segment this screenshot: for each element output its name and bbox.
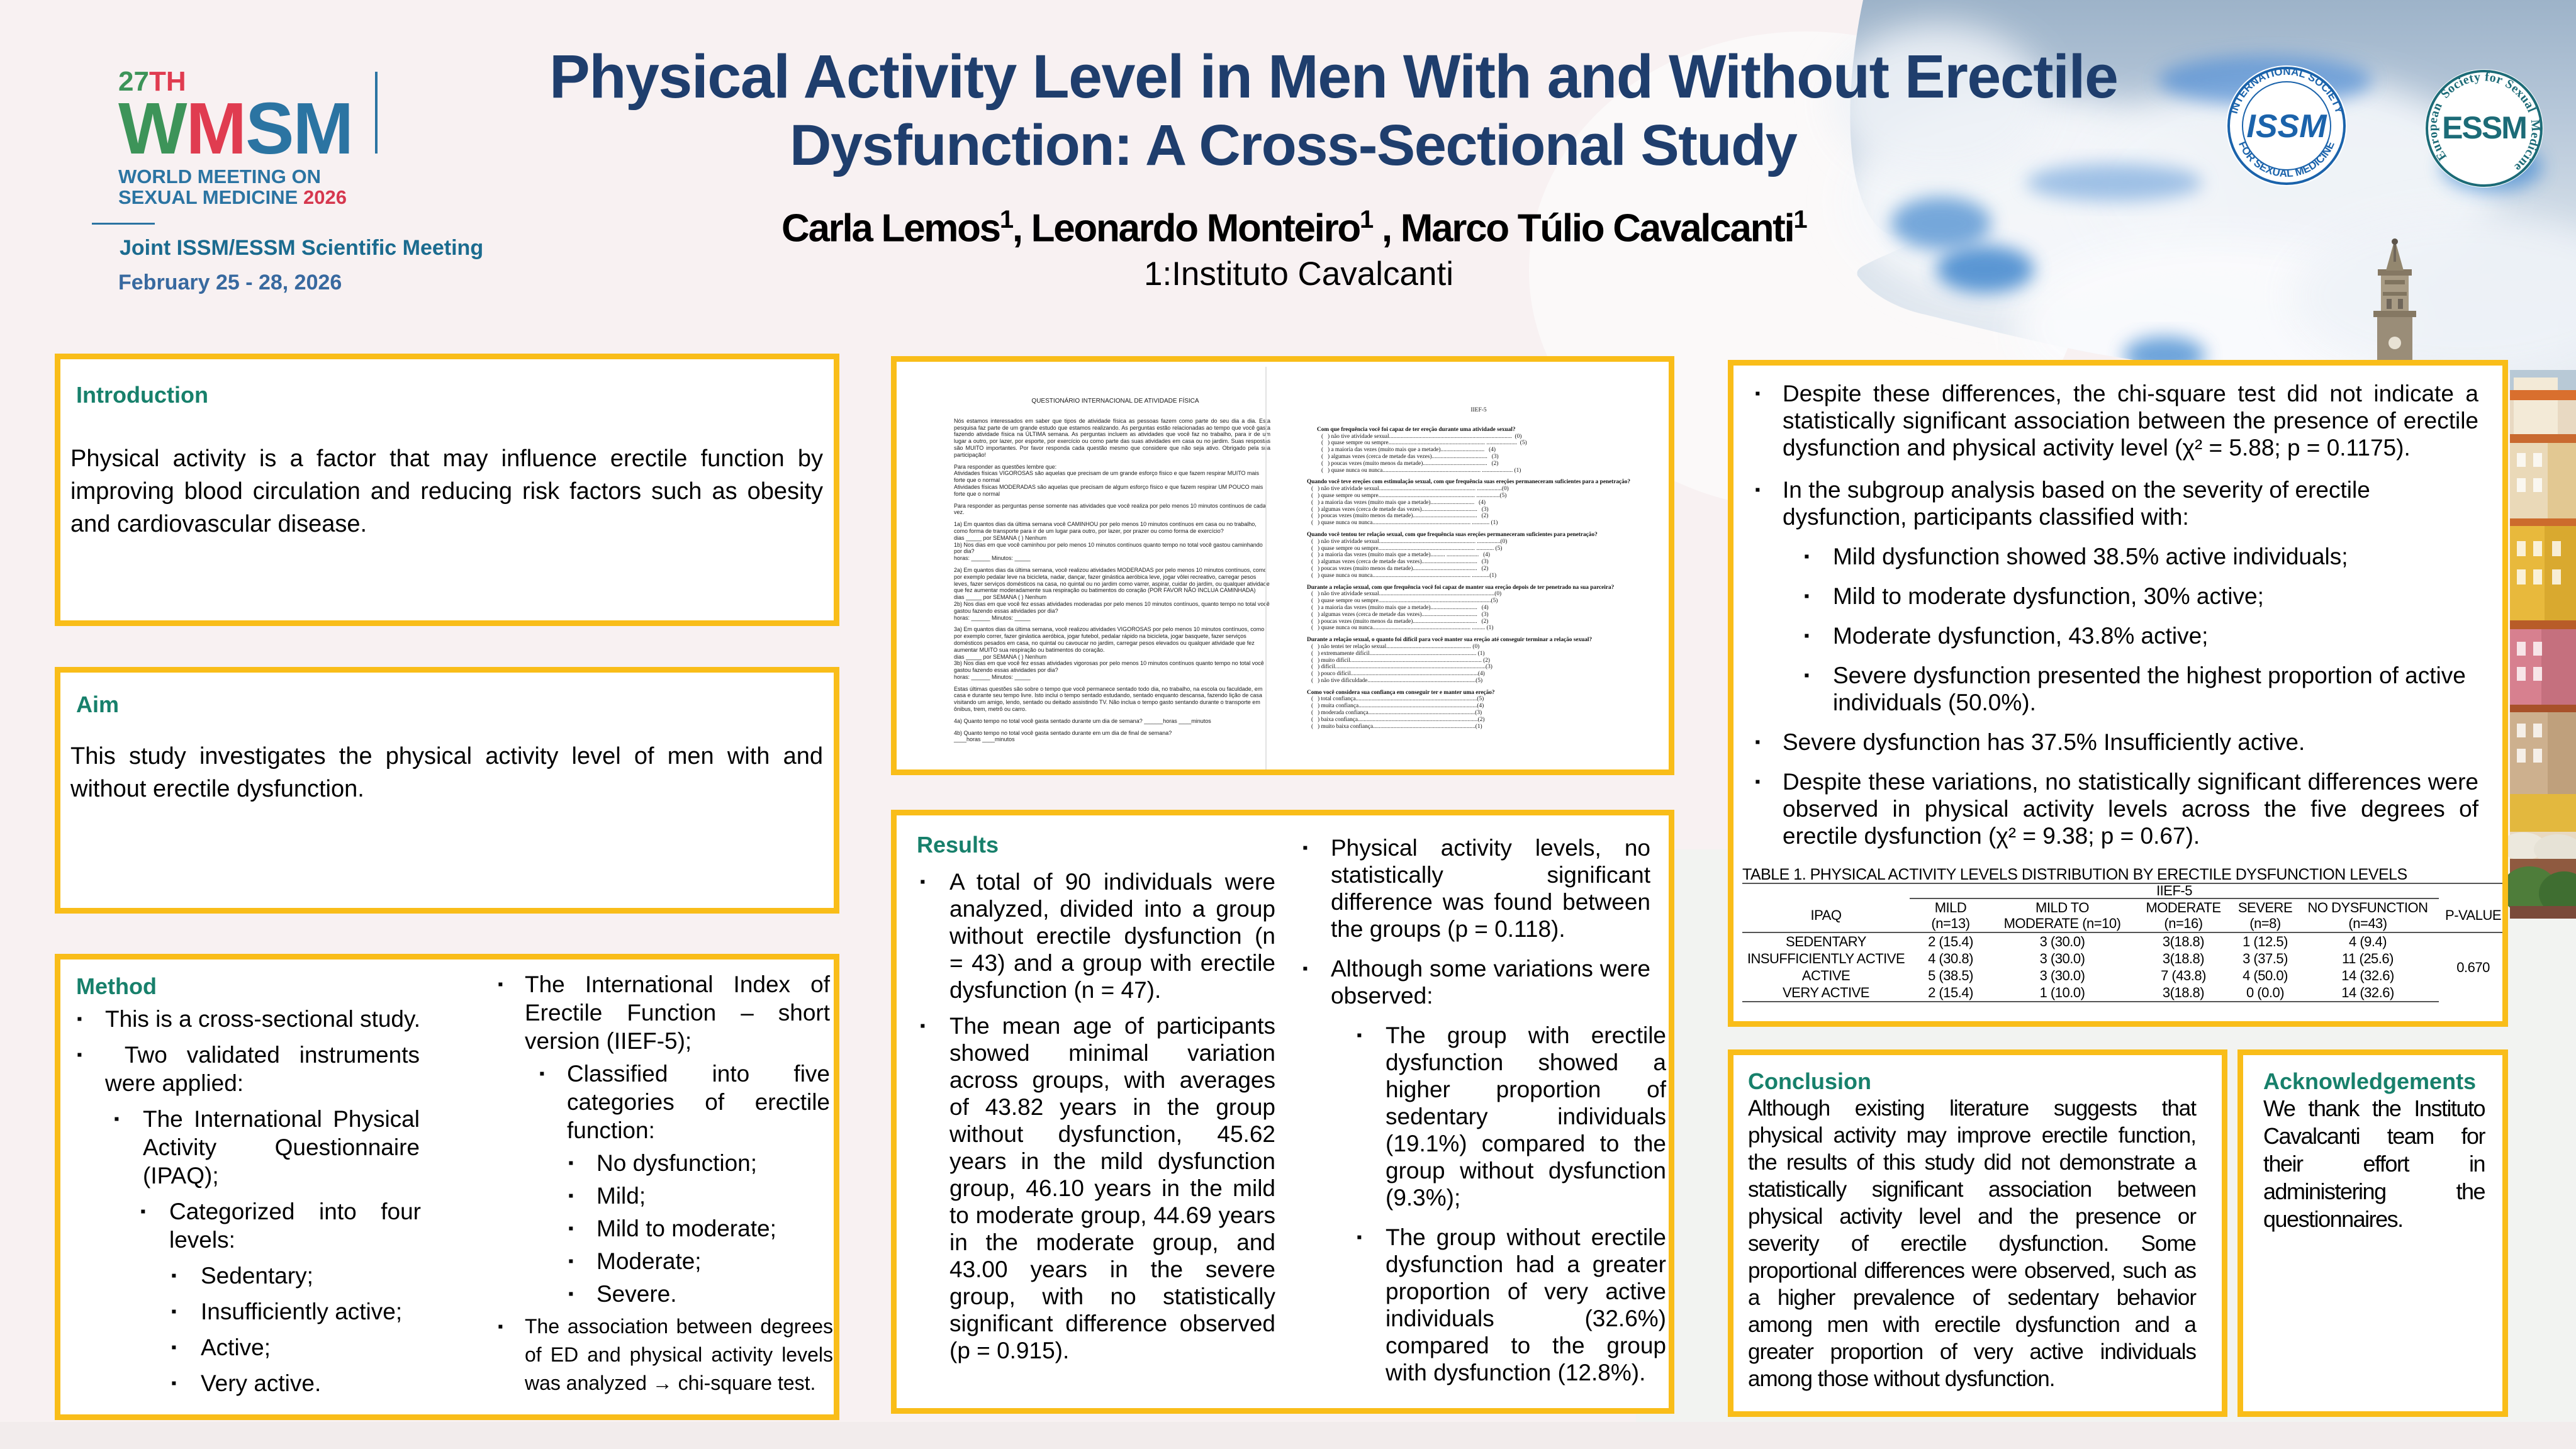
svg-text:ISSM: ISSM — [2246, 108, 2327, 145]
svg-text:ESSM: ESSM — [2442, 110, 2526, 145]
